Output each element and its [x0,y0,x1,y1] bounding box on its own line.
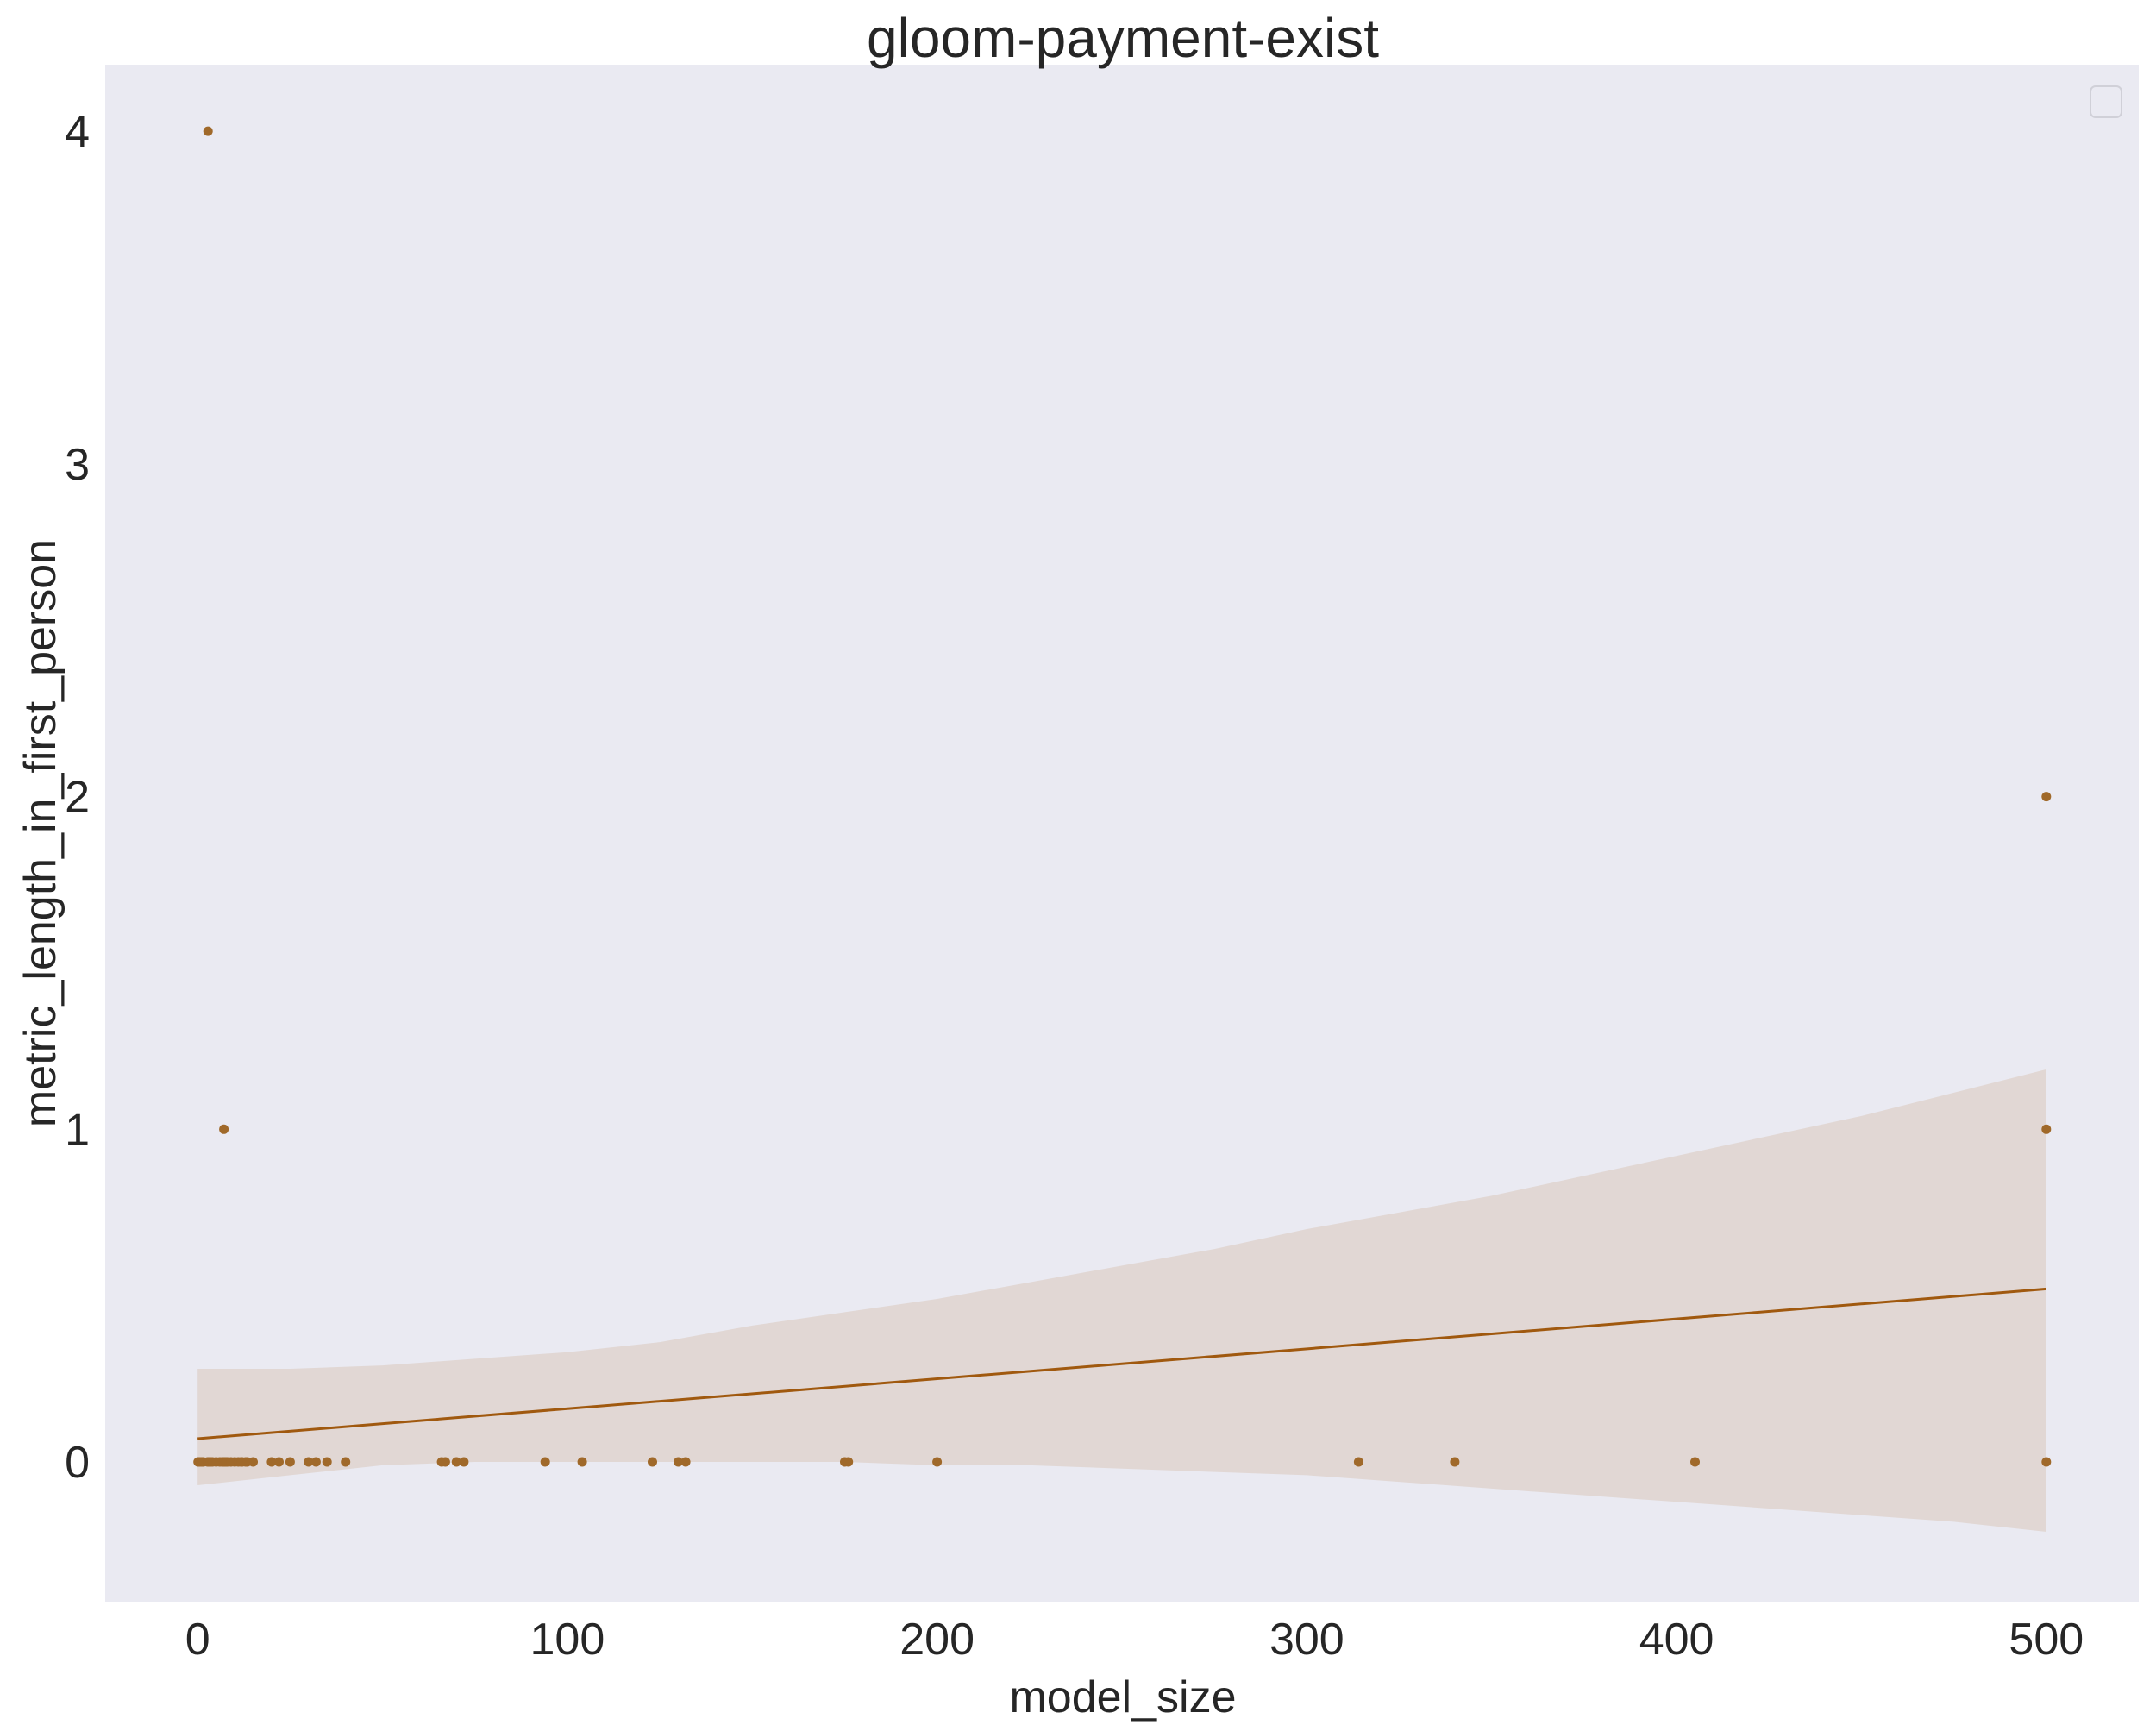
data-point [440,1457,450,1467]
data-point [203,126,213,136]
y-tick-label: 1 [65,1105,90,1155]
data-point [304,1457,314,1467]
data-point [451,1457,461,1467]
data-point [266,1457,277,1467]
y-tick-label: 3 [65,440,90,490]
data-point [274,1457,284,1467]
chart-title: gloom-payment-exist [867,7,1379,69]
x-axis-ticks: 0 100 200 300 400 500 [185,1615,2084,1665]
legend-box [2090,85,2122,118]
x-tick-label: 0 [185,1615,210,1665]
confidence-band-layer [197,1069,2046,1532]
data-point [2041,792,2052,802]
x-tick-label: 400 [1639,1615,1714,1665]
x-tick-label: 300 [1269,1615,1344,1665]
data-point [648,1457,657,1467]
x-tick-label: 500 [2009,1615,2084,1665]
x-tick-label: 200 [899,1615,975,1665]
regression-line-layer [197,1287,2046,1440]
data-point [1690,1457,1700,1467]
data-point [1450,1457,1460,1467]
data-point [680,1457,691,1467]
data-point [577,1457,587,1467]
x-axis-label: model_size [1009,1672,1236,1722]
data-points-layer [193,126,2052,1467]
data-point [219,1124,229,1134]
data-point [2041,1124,2052,1134]
data-point [248,1457,258,1467]
data-point [540,1457,550,1467]
y-tick-label: 0 [65,1438,90,1488]
data-point [341,1457,351,1467]
data-point [459,1457,469,1467]
data-point [674,1457,683,1467]
x-tick-label: 100 [530,1615,605,1665]
confidence-band [197,1069,2046,1532]
y-axis-ticks: 0 1 2 3 4 [65,107,90,1488]
data-point [310,1457,321,1467]
data-point [1353,1457,1363,1467]
regression-line [197,1287,2046,1440]
y-tick-label: 2 [65,773,90,823]
y-axis-label: metric_length_in_first_person [16,539,66,1127]
data-point [285,1457,295,1467]
data-point [843,1457,854,1467]
data-point [322,1457,332,1467]
data-point [932,1457,943,1467]
data-point [2041,1457,2052,1467]
y-tick-label: 4 [65,107,90,157]
